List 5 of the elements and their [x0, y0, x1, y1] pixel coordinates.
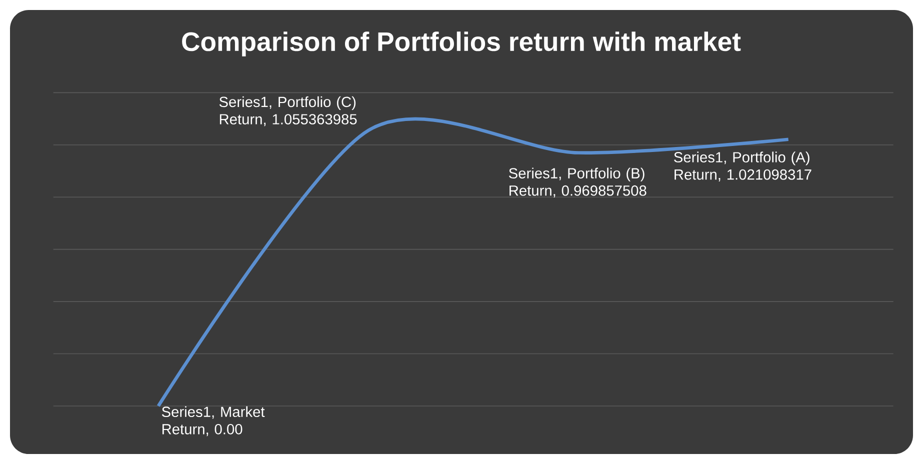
- data-label: Series1, Market Return, 0.00: [162, 406, 265, 436]
- chart-title: Comparison of Portfolios return with market: [182, 32, 741, 56]
- data-label: Series1, Portfolio (C) Return, 1.055363985: [219, 96, 357, 126]
- data-label: Series1, Portfolio (B) Return, 0.969857508: [509, 168, 646, 198]
- data-label: Series1, Portfolio (A) Return, 1.021098317: [674, 152, 812, 182]
